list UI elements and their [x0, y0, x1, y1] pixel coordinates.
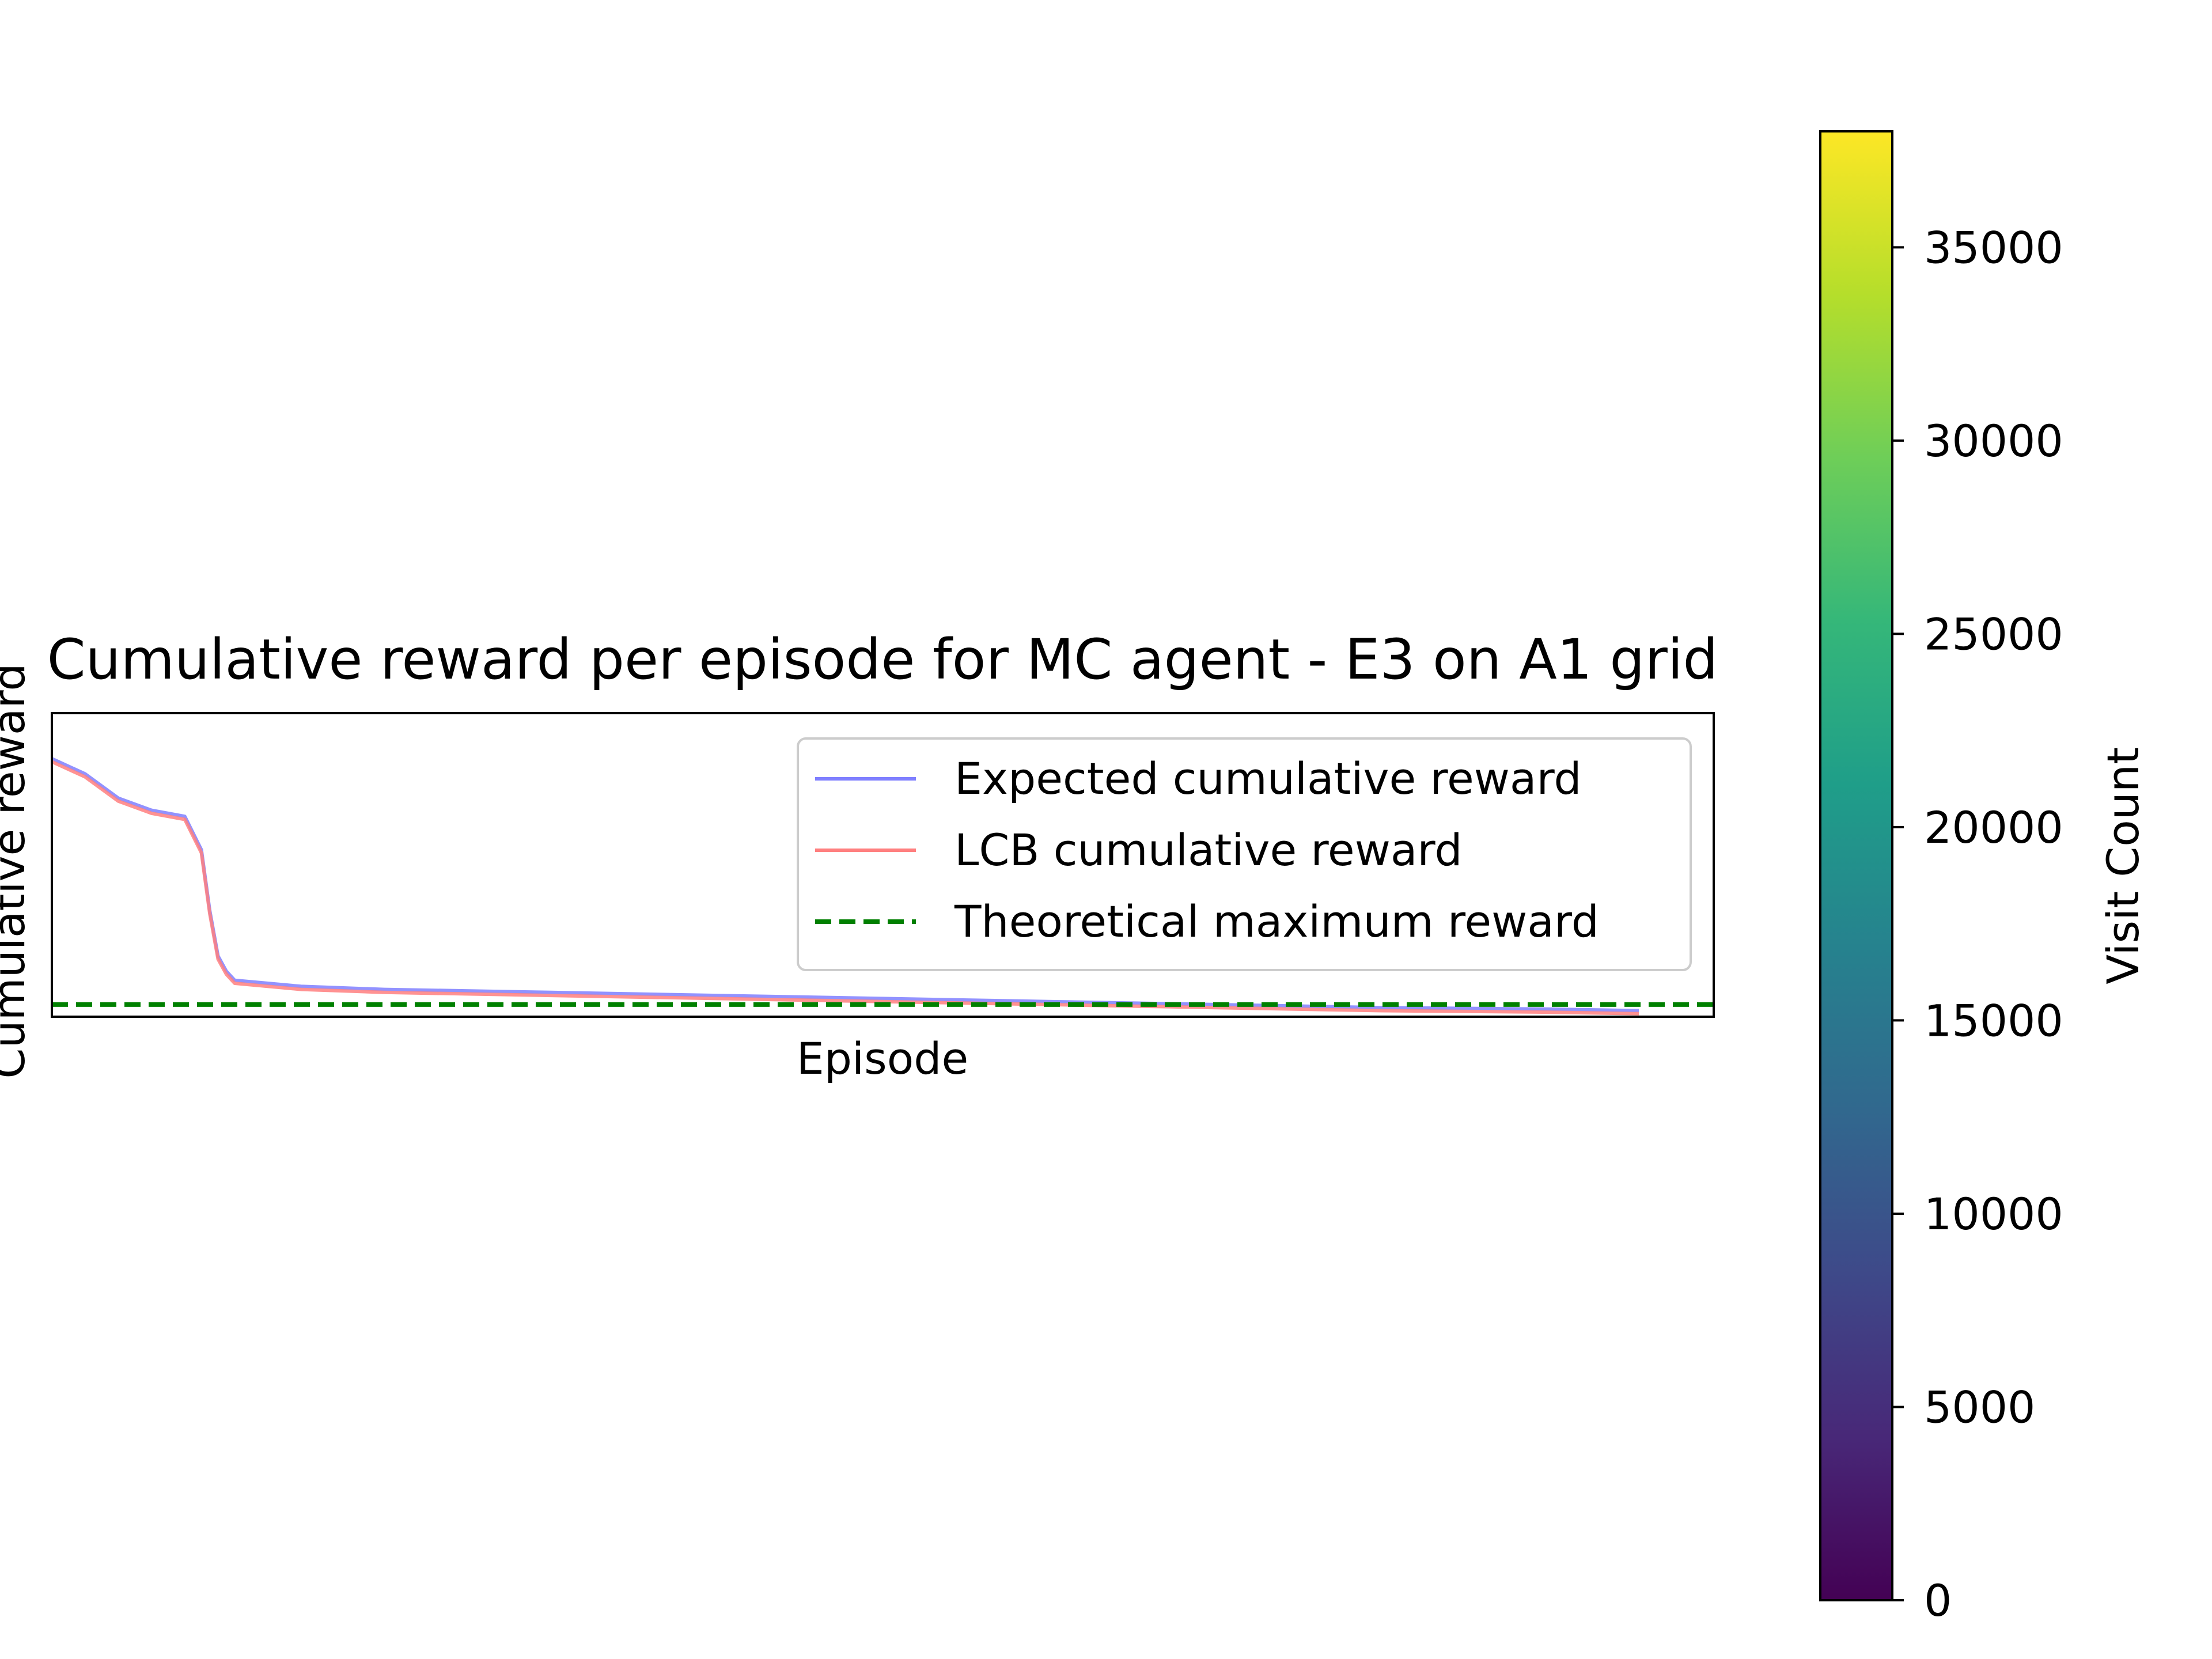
colorbar-frame	[1819, 130, 1893, 1601]
legend-label-expected: Expected cumulative reward	[955, 753, 1582, 804]
legend-box	[797, 737, 1692, 971]
colorbar-tick-label: 30000	[1924, 415, 2063, 467]
chart-title: Cumulative reward per episode for MC age…	[47, 627, 1718, 692]
colorbar-label: Visit Count	[2097, 747, 2149, 984]
colorbar-tick-label: 10000	[1924, 1188, 2063, 1240]
colorbar-ticks: 0 5000 10000 15000 20000 25000 30000 35000	[1892, 222, 2063, 1626]
colorbar-gradient	[1820, 131, 1892, 1600]
series-layer	[52, 757, 1714, 1016]
colorbar: 0 5000 10000 15000 20000 25000 30000 35000 Visi…	[1819, 130, 2149, 1626]
colorbar-tick-label: 35000	[1924, 222, 2063, 273]
colorbar-tick-label: 5000	[1924, 1381, 2035, 1433]
colorbar-tick-label: 25000	[1924, 608, 2063, 660]
colorbar-tick-label: 20000	[1924, 802, 2063, 853]
series-line-1-segment-0	[52, 760, 1639, 1016]
plot-area-frame	[51, 712, 1715, 1018]
legend: Expected cumulative reward LCB cumulativ…	[797, 737, 1692, 971]
legend-label-lcb: LCB cumulative reward	[955, 824, 1463, 876]
series-line-0-segment-0	[52, 757, 1639, 1013]
y-axis-label: Cumulative reward	[0, 663, 35, 1078]
reward-chart: Cumulative reward per episode for MC age…	[0, 627, 1718, 1084]
legend-label-theoretical: Theoretical maximum reward	[954, 896, 1599, 947]
x-axis-label: Episode	[797, 1033, 968, 1084]
colorbar-tick-label: 15000	[1924, 995, 2063, 1046]
colorbar-tick-label: 0	[1924, 1575, 1952, 1626]
